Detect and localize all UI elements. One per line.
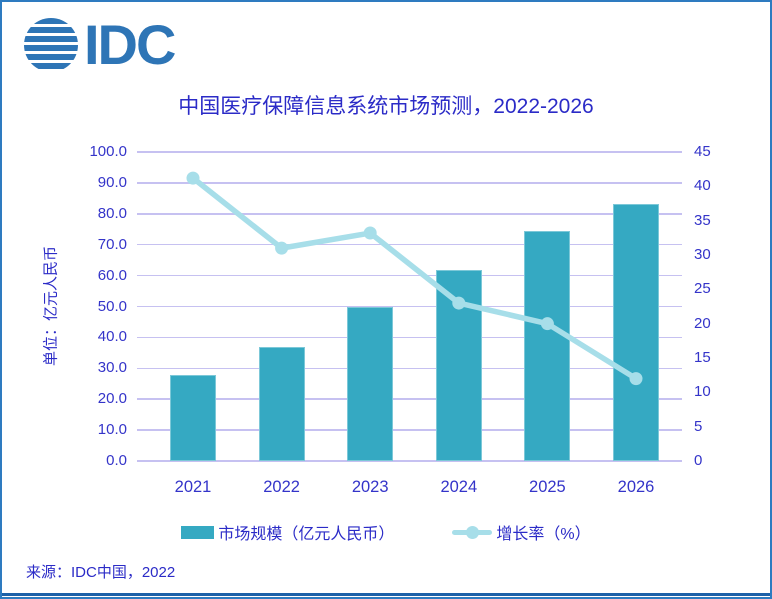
line-marker-2021: [186, 171, 200, 185]
right-axis-tick: 20: [694, 314, 711, 332]
line-marker-2025: [540, 317, 554, 331]
left-axis-tick: 0.0: [106, 452, 127, 469]
x-axis-label-2021: 2021: [174, 478, 212, 496]
right-axis-tick: 45: [694, 143, 711, 160]
x-axis-label-2026: 2026: [617, 478, 655, 496]
x-axis-label-2023: 2023: [351, 478, 389, 496]
right-axis-tick: 40: [694, 177, 711, 195]
gridline: [137, 367, 682, 370]
bar-2025: [524, 231, 571, 461]
left-axis-tick: 20.0: [97, 390, 127, 408]
legend-item-growth-rate: 增长率（%）: [452, 520, 591, 544]
right-axis-tick: 15: [694, 349, 711, 366]
left-axis-tick: 40.0: [97, 328, 127, 346]
gridline: [137, 398, 682, 400]
gridline: [137, 151, 682, 153]
left-axis-tick: 100.0: [89, 143, 127, 160]
line-marker-2024: [452, 296, 466, 310]
left-axis-tick: 10.0: [97, 421, 127, 439]
line-marker-2023: [363, 226, 377, 240]
x-axis-label-2025: 2025: [529, 478, 566, 496]
right-axis-tick: 25: [694, 280, 711, 298]
right-axis-tick: 0: [694, 452, 703, 469]
left-axis-tick: 80.0: [97, 204, 127, 222]
gridline: [137, 305, 682, 308]
gridline: [137, 336, 682, 339]
bar-2021: [170, 375, 216, 461]
bar-series-swatch-icon: [181, 525, 215, 539]
line-series-swatch-icon: [452, 525, 493, 539]
gridline: [137, 213, 682, 215]
bar-2022: [258, 346, 305, 461]
line-marker-2022: [275, 241, 289, 255]
left-axis-tick: 30.0: [97, 359, 127, 377]
plot-area: [137, 151, 682, 462]
idc-globe-icon: [24, 18, 78, 72]
legend-item-market-size: 市场规模（亿元人民币）: [181, 520, 394, 544]
legend-line-label: 增长率（%）: [496, 526, 591, 543]
gridline: [137, 274, 682, 277]
legend-bar-label: 市场规模（亿元人民币）: [218, 526, 395, 543]
chart-title: 中国医疗保障信息系统市场预测，2022-2026: [178, 95, 594, 118]
bottom-rule: [2, 593, 770, 596]
gridline: [137, 243, 682, 246]
right-axis-tick: 10: [694, 383, 711, 401]
right-axis-tick: 30: [694, 246, 711, 263]
left-axis-tick: 90.0: [97, 173, 127, 191]
bar-2023: [347, 307, 394, 461]
gridline: [137, 429, 682, 431]
idc-logo: IDC: [24, 13, 176, 76]
gridline: [137, 182, 682, 184]
source-note: 来源：IDC中国，2022: [26, 564, 176, 581]
right-axis-tick: 35: [694, 211, 711, 229]
left-axis-tick: 60.0: [97, 266, 127, 284]
x-axis-label-2024: 2024: [440, 478, 478, 496]
left-axis-tick: 50.0: [97, 297, 127, 315]
left-axis-tick: 70.0: [97, 235, 127, 253]
line-marker-2026: [629, 372, 643, 386]
x-axis-label-2022: 2022: [263, 478, 300, 496]
idc-logo-text: IDC: [84, 13, 176, 76]
legend: 市场规模（亿元人民币） 增长率（%）: [2, 520, 770, 544]
gridline: [137, 460, 682, 462]
bar-2026: [613, 203, 659, 461]
right-axis-tick: 5: [694, 417, 703, 435]
growth-rate-line: [186, 171, 643, 386]
